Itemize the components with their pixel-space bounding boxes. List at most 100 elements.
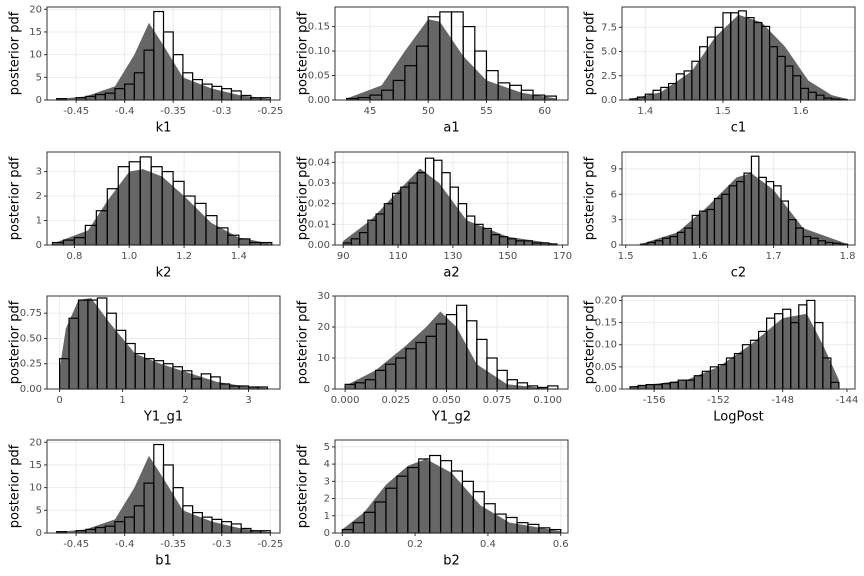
x-tick-label: 0 [56,395,62,406]
y-tick-label: 0.05 [595,362,617,373]
y-tick-label: 0 [36,95,42,106]
y-tick-label: 2 [324,494,330,505]
y-tick-label: 0 [36,528,42,539]
panel: 0 1 2 3 4 5 0.0 0.2 0.4 0.6 b2 posterior pdf [296,439,569,569]
x-tick-label: 1 [119,395,125,406]
x-tick-label: 1.7 [766,251,782,262]
panel-border [334,6,569,101]
x-tick-label: -0.4 [115,106,135,117]
x-axis-title: c1 [731,121,746,136]
y-tick-label: 9 [611,164,617,175]
x-tick-label: 2 [182,395,188,406]
y-tick-label: 0.05 [308,71,330,82]
x-tick-label: -0.45 [63,539,89,550]
x-axis-title: Y1_g2 [431,410,471,425]
x-tick-label: 0.075 [483,395,512,406]
x-tick-label: -0.35 [160,539,186,550]
x-axis-title: a1 [443,121,459,136]
panel-border [46,295,281,390]
panel: 0 3 6 9 1.5 1.6 1.7 1.8 c2 posterior pdf [583,151,856,281]
y-axis-title: posterior pdf [296,156,311,240]
y-axis-title: posterior pdf [8,444,23,528]
y-tick-label: 0.02 [308,199,330,210]
x-tick-label: 1.4 [637,106,653,117]
panel-border [46,6,281,101]
x-tick-label: 55 [480,106,493,117]
x-axis-title: b2 [443,554,460,569]
y-tick-label: 0.0 [601,95,617,106]
x-axis-title: a2 [443,266,459,281]
panel-border [334,295,569,390]
density-area [59,298,268,389]
panel: 0.00 0.05 0.10 0.15 0.20 -156 -152 -148 -144 LogP… [583,295,859,424]
x-axis-title: c2 [731,266,746,281]
y-tick-label: 0.25 [20,359,42,370]
x-tick-label: 0.8 [66,251,82,262]
y-tick-label: 1 [324,511,330,522]
panel-border [621,6,856,101]
x-tick-label: 1.6 [692,251,708,262]
y-tick-label: 0 [611,240,617,251]
x-tick-label: 1.5 [715,106,731,117]
x-tick-label: -0.25 [257,539,283,550]
y-tick-label: 2.5 [601,71,617,82]
y-tick-label: 10 [317,353,330,364]
panel-border [621,295,856,390]
y-tick-label: 20 [29,4,42,15]
y-tick-label: 15 [29,460,42,471]
y-tick-label: 0.00 [20,384,42,395]
y-axis-title: posterior pdf [583,156,598,240]
y-tick-label: 0.20 [595,295,617,306]
x-tick-label: 0.6 [553,539,569,550]
y-tick-label: 20 [29,437,42,448]
y-axis-title: posterior pdf [583,11,598,95]
y-axis-title: posterior pdf [296,300,311,384]
y-tick-label: 0.00 [308,240,330,251]
y-axis-title: posterior pdf [8,11,23,95]
y-tick-label: 0 [324,528,330,539]
y-tick-label: 0.75 [20,308,42,319]
panel: 0 5 10 15 20 -0.45 -0.4 -0.35 -0.3 -0.25 k1 posteri… [8,4,284,135]
x-tick-label: 0.4 [480,539,496,550]
x-tick-label: 0.050 [432,395,461,406]
y-tick-label: 3 [36,167,42,178]
y-tick-label: 5.0 [601,47,617,58]
y-axis-title: posterior pdf [296,444,311,528]
y-tick-label: 15 [29,27,42,38]
x-tick-label: 1.6 [793,106,809,117]
panel-border [46,151,281,246]
x-tick-label: 1.5 [618,251,634,262]
panel-border [334,439,569,534]
y-tick-label: 1 [36,216,42,227]
y-tick-label: 0 [36,240,42,251]
x-tick-label: -0.4 [115,539,135,550]
y-tick-label: 0.15 [308,22,330,33]
x-tick-label: 110 [389,251,408,262]
x-tick-label: -0.45 [63,106,89,117]
x-tick-label: -148 [771,395,794,406]
panel: 0 5 10 15 20 -0.45 -0.4 -0.35 -0.3 -0.25 b1 posteri… [8,437,284,568]
density-area [630,313,839,389]
y-tick-label: 30 [317,291,330,302]
x-axis-title: b1 [155,554,172,569]
y-tick-label: 7.5 [601,22,617,33]
y-tick-label: 5 [36,72,42,83]
x-tick-label: -0.3 [212,106,232,117]
y-tick-label: 20 [317,322,330,333]
panel-border [46,439,281,534]
y-tick-label: 0.00 [308,95,330,106]
x-axis-title: Y1_g1 [143,410,183,425]
x-tick-label: 1.2 [176,251,192,262]
x-tick-label: 0.000 [331,395,360,406]
x-tick-label: 0.100 [533,395,562,406]
y-axis-title: posterior pdf [8,300,23,384]
x-tick-label: 150 [498,251,517,262]
y-tick-label: 0.03 [308,178,330,189]
x-tick-label: 1.8 [840,251,856,262]
x-tick-label: 60 [538,106,551,117]
x-axis-title: LogPost [713,410,763,425]
panel: 0.00 0.05 0.10 0.15 45 50 55 60 a1 posterior pdf [296,6,569,136]
x-tick-label: 0.0 [334,539,350,550]
x-tick-label: 1.0 [121,251,137,262]
